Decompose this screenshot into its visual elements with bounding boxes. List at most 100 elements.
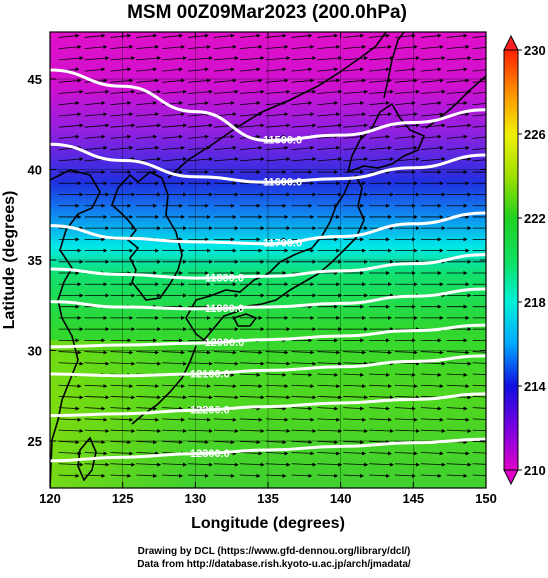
wind-arrow	[291, 56, 317, 61]
wind-arrow	[265, 101, 287, 106]
x-tick-label: 145	[402, 491, 424, 506]
contour-label: 11900.0	[205, 303, 244, 315]
wind-arrow	[317, 157, 343, 162]
wind-arrow	[162, 123, 187, 128]
wind-arrow	[239, 462, 265, 467]
wind-arrow	[420, 78, 444, 83]
wind-arrow	[420, 89, 446, 94]
contour-labels: 11500.0 11600.0 11700.0 11800.0 11900.0 12000…	[190, 134, 302, 459]
wind-arrow	[162, 89, 187, 94]
wind-arrow	[343, 157, 369, 162]
wind-arrow	[239, 89, 265, 94]
wind-arrow	[213, 157, 239, 162]
wind-arrow	[239, 384, 263, 389]
wind-arrow	[343, 89, 369, 94]
colorbar: 210 214 218 222 226 230	[503, 34, 546, 486]
wind-arrow	[394, 123, 420, 128]
wind-arrow	[84, 89, 110, 94]
wind-arrow	[58, 428, 84, 433]
wind-arrow	[265, 350, 289, 355]
wind-arrow	[446, 406, 468, 411]
wind-arrow	[84, 473, 106, 478]
wind-arrow	[58, 56, 84, 61]
wind-arrow	[446, 67, 468, 72]
wind-arrow	[84, 145, 108, 151]
wind-arrow	[420, 112, 444, 117]
wind-arrow	[291, 145, 315, 151]
wind-arrow	[110, 395, 136, 400]
wind-arrow	[162, 462, 187, 467]
wind-arrow	[188, 428, 213, 433]
wind-arrow	[58, 44, 82, 50]
colorbar-tick-label: 218	[524, 295, 546, 310]
wind-arrow	[162, 112, 185, 117]
wind-arrow	[239, 395, 265, 400]
wind-arrow	[420, 451, 444, 456]
wind-arrow	[136, 406, 158, 411]
wind-arrow	[395, 473, 416, 478]
wind-arrow	[265, 462, 291, 467]
wind-arrow	[472, 80, 486, 83]
wind-arrow	[369, 406, 390, 411]
wind-arrow	[136, 350, 160, 355]
wind-arrow	[369, 33, 390, 38]
wind-arrow	[291, 123, 317, 128]
wind-arrow	[265, 134, 287, 139]
wind-arrow	[395, 350, 418, 355]
wind-arrow	[420, 372, 442, 377]
wind-arrow	[291, 395, 317, 400]
wind-arrow	[472, 35, 486, 38]
wind-arrow	[369, 112, 392, 117]
wind-arrow	[239, 350, 263, 355]
coastline-shikoku	[232, 313, 258, 327]
wind-arrow	[291, 101, 313, 106]
wind-arrow	[136, 440, 158, 445]
wind-arrow	[110, 451, 134, 456]
wind-arrow	[58, 123, 84, 128]
wind-arrow	[395, 395, 420, 400]
wind-arrow	[213, 33, 235, 38]
wind-arrow	[239, 361, 265, 366]
wind-arrow	[265, 33, 287, 38]
wind-arrow	[58, 157, 84, 162]
wind-arrow	[317, 101, 339, 106]
wind-arrow	[265, 440, 287, 445]
wind-arrow	[110, 145, 134, 151]
wind-arrow	[188, 473, 209, 478]
wind-arrow	[84, 395, 110, 400]
plot-area: 11500.0 11600.0 11700.0 11800.0 11900.0 12000…	[50, 32, 486, 488]
wind-arrow	[110, 406, 132, 411]
wind-arrow	[265, 395, 291, 400]
wind-arrow	[291, 89, 317, 94]
wind-arrow	[369, 350, 392, 355]
wind-arrow	[110, 123, 136, 128]
wind-arrow	[265, 89, 291, 94]
wind-arrow	[369, 67, 390, 72]
wind-arrow	[84, 123, 110, 128]
wind-arrow	[472, 114, 486, 117]
wind-arrow	[136, 428, 162, 433]
wind-arrow	[343, 372, 365, 377]
wind-arrow	[317, 417, 341, 422]
wind-arrow	[58, 89, 84, 94]
wind-arrow	[394, 78, 418, 83]
wind-arrow	[265, 384, 289, 389]
wind-arrow	[472, 384, 486, 387]
wind-arrow	[84, 361, 110, 366]
wind-arrow	[472, 474, 486, 477]
wind-arrow	[472, 159, 486, 162]
wind-arrow	[394, 89, 420, 94]
wind-arrow	[188, 145, 211, 151]
wind-arrow	[420, 123, 446, 128]
wind-arrow	[58, 134, 80, 139]
wind-arrow	[472, 396, 486, 398]
wind-arrow	[291, 361, 317, 366]
wind-arrow	[394, 33, 416, 38]
wind-arrow	[472, 407, 486, 409]
wind-arrow	[58, 350, 82, 355]
x-tick-label: 120	[39, 491, 61, 506]
wind-arrow	[291, 33, 313, 38]
wind-arrow	[395, 372, 416, 377]
wind-arrow	[136, 473, 158, 478]
wind-arrow	[395, 417, 418, 422]
